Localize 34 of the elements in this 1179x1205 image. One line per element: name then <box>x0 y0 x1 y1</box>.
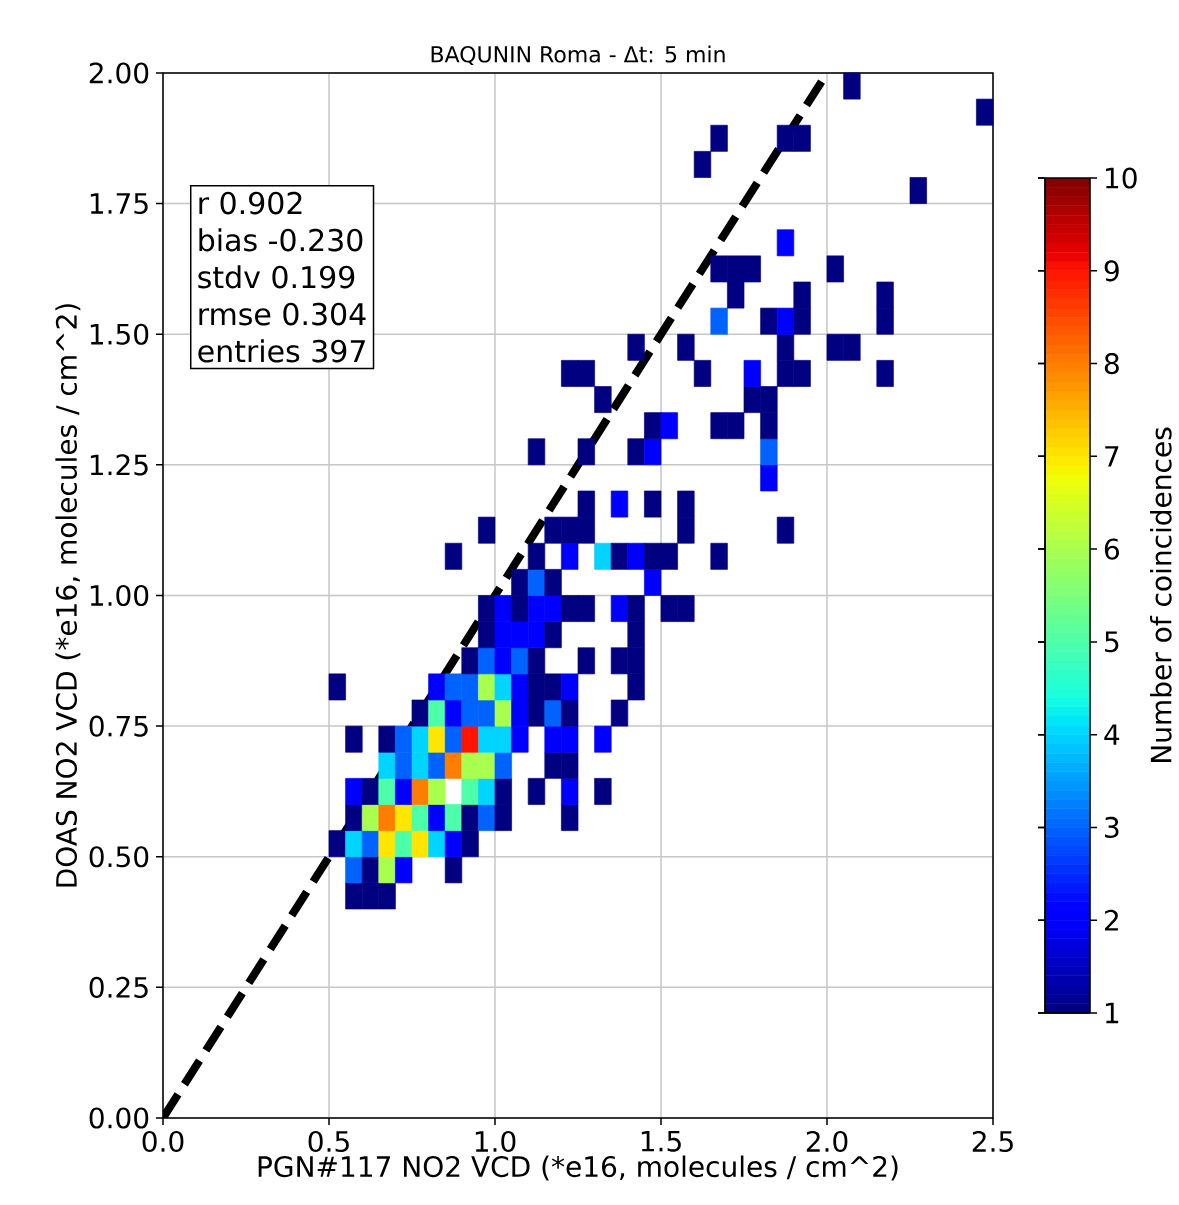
annotation: bias -0.230 <box>199 228 363 252</box>
y-tick-label: 1.50 <box>90 323 149 345</box>
color-bar-label: 1 <box>1106 1002 1119 1024</box>
y-tick-label: 0.75 <box>89 715 148 737</box>
y-axis-title: DOAS NO2 VCD (*e16, molecules / cm^2) <box>55 304 81 887</box>
annotation: entries 397 <box>198 339 365 363</box>
annotation: rmse 0.304 <box>199 302 366 326</box>
y-tick-label: 0.50 <box>89 846 149 868</box>
color-bar-label: 7 <box>1105 446 1119 467</box>
y-tick-label: 0.00 <box>89 1107 149 1129</box>
x-tick-label: 1.5 <box>641 1130 681 1152</box>
color-bar-label: 2 <box>1104 909 1118 931</box>
x-tick-label: 2.0 <box>806 1130 848 1153</box>
y-tick-label: 1.25 <box>90 454 148 476</box>
x-tick-label: 0.0 <box>142 1130 184 1153</box>
x-tick-label: 0.5 <box>308 1130 349 1153</box>
color-bar-label: 9 <box>1104 260 1119 282</box>
y-tick-label: 0.25 <box>89 976 148 998</box>
annotation: r 0.902 <box>199 191 302 215</box>
color-bar-label: 4 <box>1104 724 1120 745</box>
y-tick-label: 1.75 <box>90 193 148 215</box>
x-tick-label: 2.5 <box>972 1130 1013 1153</box>
annotation: stdv 0.199 <box>198 265 355 289</box>
color-bar-label: 6 <box>1104 538 1119 560</box>
color-bar-label: 5 <box>1105 631 1119 653</box>
color-bar-label: 10 <box>1106 167 1137 189</box>
y-tick-label: 1.00 <box>90 584 149 607</box>
x-axis-title: PGN#117 NO2 VCD (*e16, molecules / cm^2) <box>258 1155 898 1181</box>
color-bar-label: 3 <box>1105 816 1119 838</box>
chart-title: BAQUNIN Roma - Δt: 5 min <box>431 45 725 66</box>
x-tick-label: 1.0 <box>475 1130 516 1153</box>
color-bar-label: 8 <box>1104 352 1119 375</box>
color-bar-title: Number of coincidences <box>1150 427 1172 762</box>
y-tick-label: 2.00 <box>89 62 149 84</box>
